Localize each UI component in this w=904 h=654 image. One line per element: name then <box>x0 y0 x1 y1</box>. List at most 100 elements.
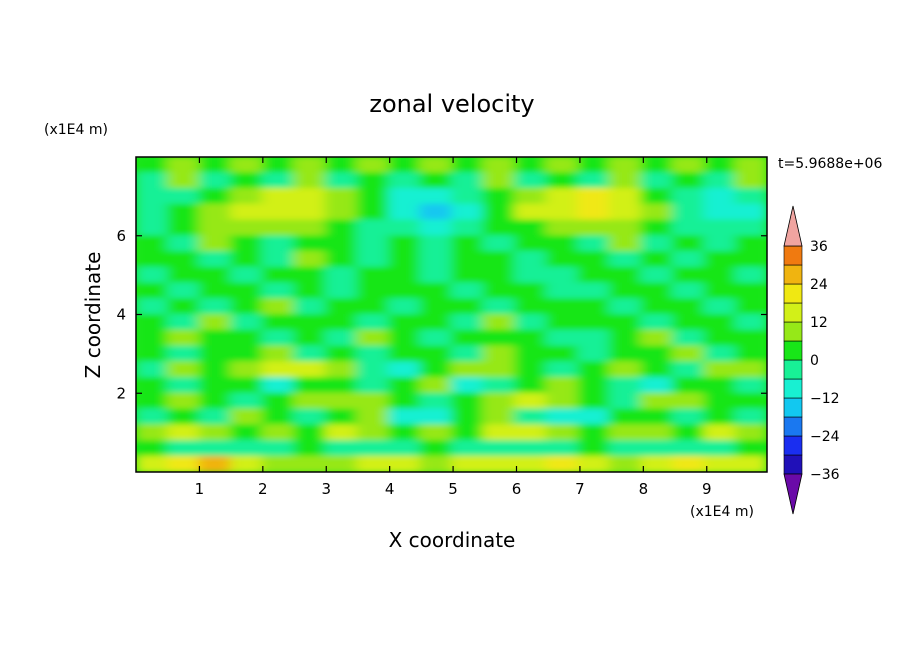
field-cell <box>198 219 232 237</box>
field-cell <box>293 345 326 363</box>
field-cell <box>198 251 232 268</box>
field-cell <box>640 219 673 237</box>
field-cell <box>261 361 295 378</box>
field-cell <box>356 377 389 394</box>
field-cell <box>387 203 421 221</box>
field-cell <box>261 188 295 205</box>
field-cell <box>293 314 326 331</box>
field-cell <box>387 455 421 472</box>
field-cell <box>324 235 358 252</box>
field-cell <box>640 172 673 189</box>
field-cell <box>545 408 579 426</box>
field-cell <box>324 408 358 426</box>
field-cell <box>703 361 736 378</box>
field-cell <box>734 345 767 363</box>
field-cell <box>261 219 295 237</box>
field-cell <box>136 157 169 174</box>
field-cell <box>608 424 642 441</box>
field-cell <box>198 235 232 252</box>
field-cell <box>545 377 579 394</box>
field-cell <box>514 345 547 363</box>
field-cell <box>734 392 767 410</box>
x-tick-label: 1 <box>195 480 205 498</box>
field-cell <box>577 440 610 457</box>
field-cell <box>608 203 642 221</box>
field-cell <box>261 251 295 268</box>
colorbar-segment <box>783 321 803 342</box>
field-cell <box>419 329 452 347</box>
field-cell <box>640 251 673 268</box>
field-cell <box>482 408 516 426</box>
field-cell <box>451 329 484 347</box>
field-cell <box>387 235 421 252</box>
field-cell <box>671 266 705 284</box>
field-cell <box>451 266 484 284</box>
field-cell <box>640 392 673 410</box>
field-cell <box>514 172 547 189</box>
field-cell <box>167 298 200 315</box>
field-cell <box>703 314 736 331</box>
field-cell <box>671 188 705 205</box>
field-cell <box>671 377 705 394</box>
field-cell <box>419 203 452 221</box>
field-cell <box>734 188 767 205</box>
field-cell <box>482 266 516 284</box>
field-cell <box>640 329 673 347</box>
x-tick-label: 5 <box>448 480 458 498</box>
field-cell <box>293 329 326 347</box>
field-cell <box>356 219 389 237</box>
field-cell <box>230 203 263 221</box>
field-cell <box>387 314 421 331</box>
field-cell <box>167 392 200 410</box>
field-cell <box>545 188 579 205</box>
field-cell <box>324 329 358 347</box>
field-cell <box>577 455 610 472</box>
field-cell <box>640 424 673 441</box>
field-cell <box>671 298 705 315</box>
field-cell <box>545 266 579 284</box>
field-cell <box>324 424 358 441</box>
field-cell <box>230 172 263 189</box>
field-cell <box>514 392 547 410</box>
x-axis-label: X coordinate <box>389 528 516 552</box>
field-cell <box>703 266 736 284</box>
field-cell <box>608 345 642 363</box>
field-cell <box>482 329 516 347</box>
field-cell <box>671 424 705 441</box>
field-cell <box>671 219 705 237</box>
y-unit-label: (x1E4 m) <box>44 122 108 138</box>
field-cell <box>640 188 673 205</box>
field-cell <box>356 440 389 457</box>
field-cell <box>451 408 484 426</box>
colorbar-segment <box>783 359 803 380</box>
field-cell <box>230 377 263 394</box>
field-cell <box>545 455 579 472</box>
field-cell <box>640 408 673 426</box>
field-cell <box>419 235 452 252</box>
field-cell <box>136 392 169 410</box>
field-cell <box>136 377 169 394</box>
field-cell <box>577 392 610 410</box>
field-cell <box>514 329 547 347</box>
field-cell <box>703 188 736 205</box>
field-cell <box>356 251 389 268</box>
field-cell <box>577 235 610 252</box>
field-cell <box>640 266 673 284</box>
field-cell <box>230 235 263 252</box>
y-tick-label: 4 <box>116 306 126 324</box>
field-cell <box>640 157 673 174</box>
colorbar-max-arrow <box>783 205 803 247</box>
field-cell <box>482 251 516 268</box>
field-cell <box>230 392 263 410</box>
field-cell <box>451 377 484 394</box>
field-cell <box>734 235 767 252</box>
field-cell <box>640 314 673 331</box>
field-cell <box>261 266 295 284</box>
field-cell <box>514 251 547 268</box>
colorbar-segment <box>783 378 803 399</box>
field-cell <box>451 188 484 205</box>
x-tick-label: 8 <box>639 480 649 498</box>
field-cell <box>671 251 705 268</box>
field-cell <box>261 235 295 252</box>
field-cell <box>545 440 579 457</box>
